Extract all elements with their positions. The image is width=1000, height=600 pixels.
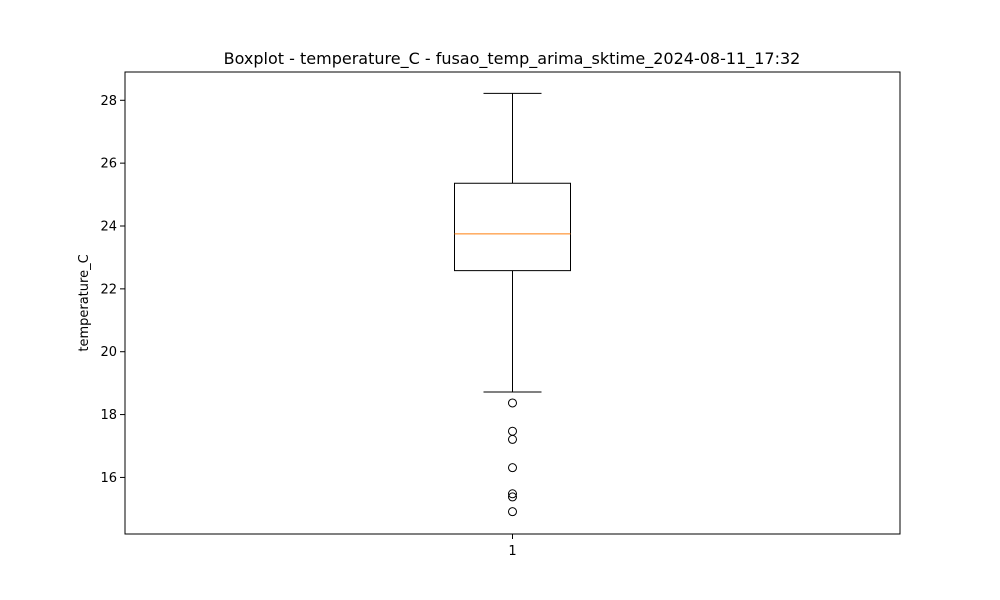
- plot-area: 16 18 20 22 24 26 28 1: [100, 92, 571, 559]
- outlier-point: [508, 489, 517, 499]
- chart-title: Boxplot - temperature_C - fusao_temp_ari…: [224, 49, 801, 69]
- y-tick-label: 22: [100, 282, 117, 297]
- y-tick-label: 26: [100, 157, 117, 172]
- outlier-point: [508, 426, 517, 436]
- outlier-point: [508, 398, 517, 408]
- y-tick-label: 18: [100, 408, 117, 423]
- y-tick-label: 16: [100, 471, 117, 486]
- outlier-point: [508, 463, 517, 473]
- y-axis-label: temperature_C: [77, 254, 92, 351]
- outlier-point: [508, 492, 517, 502]
- y-tick-label: 20: [100, 345, 117, 360]
- y-tick-label: 28: [100, 94, 117, 109]
- outlier-point: [508, 434, 517, 444]
- x-tick-label: 1: [508, 544, 516, 559]
- y-tick-label: 24: [100, 220, 117, 235]
- plot-frame: [124, 71, 901, 535]
- outlier-point: [508, 507, 517, 517]
- interquartile-box: [454, 182, 571, 272]
